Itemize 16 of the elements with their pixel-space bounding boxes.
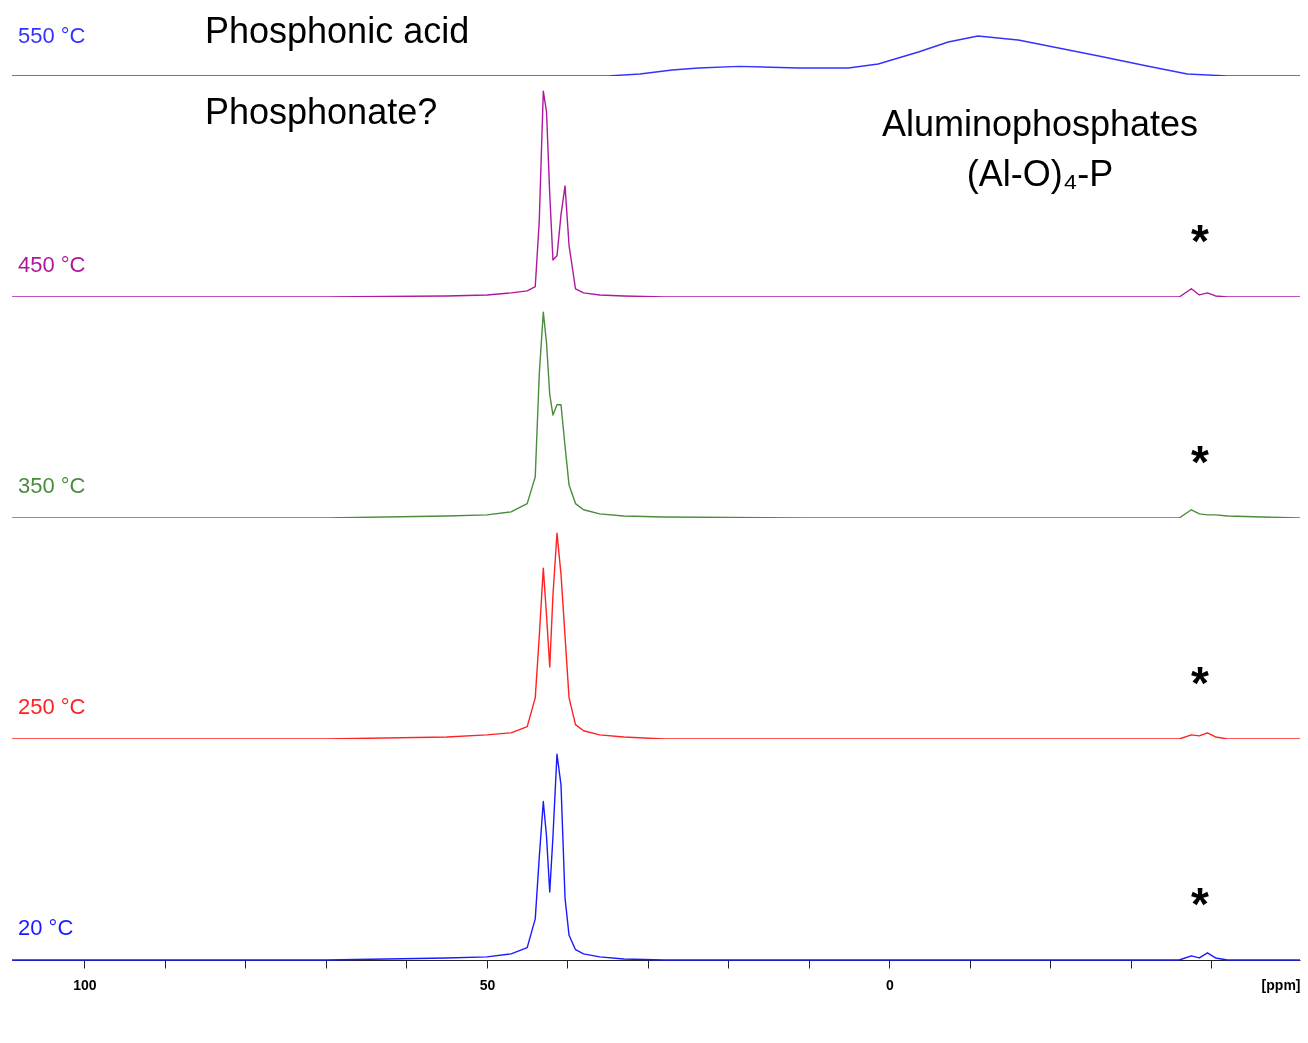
annotation: * [1191,657,1210,709]
series-label: 350 °C [18,473,86,498]
annotation: Aluminophosphates (Al-O)₄-P [881,103,1199,194]
annotation: * [1191,878,1210,930]
annotation: Phosphonate? [205,91,438,132]
series-label: 550 °C [18,23,86,48]
series-label: 20 °C [18,915,74,940]
series-label: 250 °C [18,694,86,719]
x-tick-label: 50 [479,976,496,993]
series-label: 450 °C [18,252,86,277]
annotation: Phosphonic acid [205,10,470,51]
x-tick-label: 100 [73,976,97,993]
annotation: * [1191,436,1210,488]
annotation: * [1191,215,1210,267]
x-tick-label: 0 [886,976,895,993]
x-axis-title: [ppm] [1261,976,1301,993]
